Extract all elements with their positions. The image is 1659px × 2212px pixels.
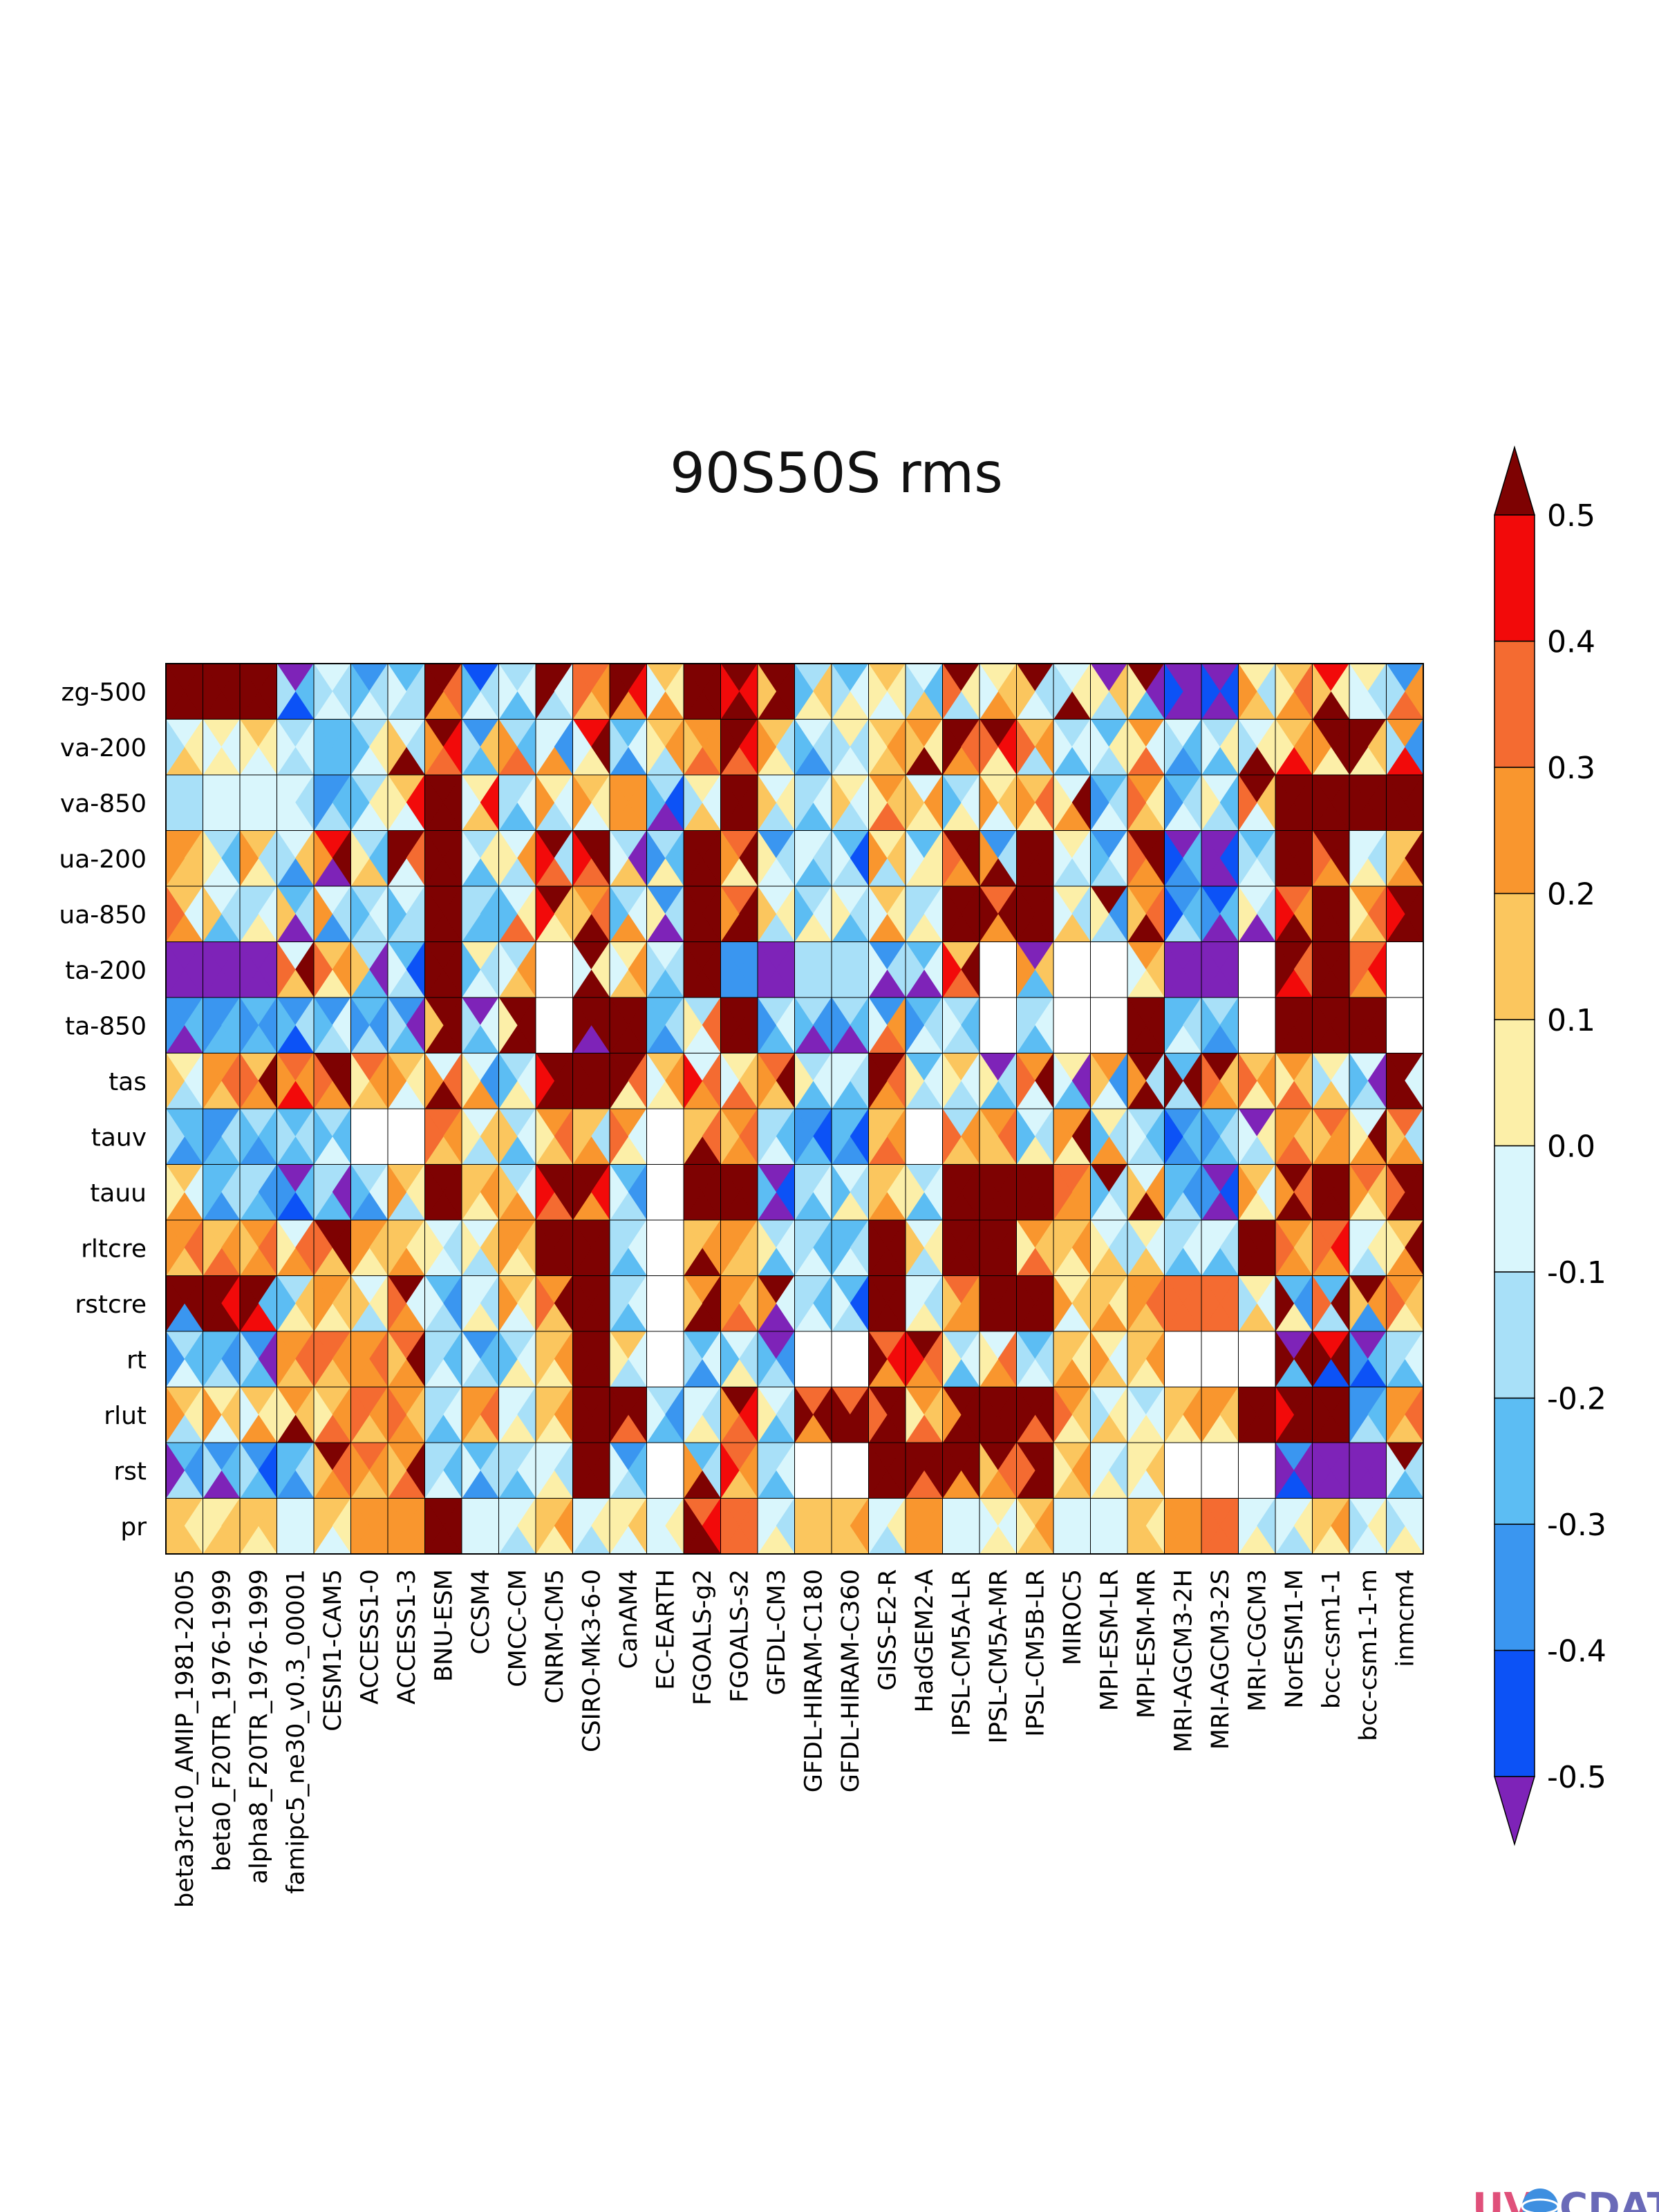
colorbar-tick-label: -0.5 [1547,1760,1606,1795]
colorbar-tick-label: -0.4 [1547,1634,1606,1669]
column-label: beta3rc10_AMIP_1981-2005 [171,1569,199,1908]
colorbar-segment [1494,1524,1535,1651]
uvcdat-logo: UV CDAT [1472,2185,1659,2212]
colorbar-segment [1494,640,1535,768]
heatmap-cells [165,663,1424,1555]
colorbar-tick-label: -0.3 [1547,1508,1606,1543]
row-label: ua-850 [59,901,147,929]
colorbar-tick-label: 0.3 [1547,751,1595,786]
colorbar-tick-labels: 0.5 0.4 0.3 0.2 0.1 0.0 -0.1 -0.2 -0.3 -0.4 -0.5 [1547,498,1606,1795]
column-label: famipc5_ne30_v0.3_00001 [282,1569,310,1894]
colorbar-segment [1494,1397,1535,1525]
logo-text-right: CDAT [1559,2185,1659,2212]
column-label: IPSL-CM5A-LR [948,1569,975,1736]
colorbar-tick-label: 0.0 [1547,1130,1595,1165]
column-label: CNRM-CM5 [541,1569,569,1704]
colorbar-segment [1494,892,1535,1020]
colorbar-segment [1494,767,1535,894]
row-label: pr [120,1513,147,1541]
column-labels: beta3rc10_AMIP_1981-2005 beta0_F20TR_1976… [171,1569,1420,1908]
row-label: ta-850 [65,1012,147,1040]
column-label: MRI-AGCM3-2H [1170,1569,1197,1752]
colorbar [1493,445,1536,1846]
column-label: ACCESS1-3 [393,1569,421,1705]
colorbar-overflow-low [1493,1776,1536,1846]
column-label: FGOALS-s2 [726,1569,753,1703]
heatmap-frame [165,663,1424,1555]
globe-orbit-icon [1521,2198,1559,2212]
column-label: bcc-csm1-1 [1318,1569,1345,1709]
column-label: ACCESS1-0 [356,1569,384,1705]
row-label: rst [113,1457,147,1485]
column-label: FGOALS-g2 [689,1569,717,1705]
row-label: zg-500 [62,678,147,706]
column-label: bcc-csm1-1-m [1355,1569,1382,1741]
column-label: CanAM4 [615,1569,643,1669]
colorbar-segment [1494,1649,1535,1777]
row-label: ta-200 [65,957,147,985]
row-label: tauv [91,1123,147,1152]
column-label: GFDL-HIRAM-C180 [800,1569,827,1792]
colorbar-tick-label: 0.1 [1547,1003,1595,1038]
row-label: tas [109,1068,147,1096]
column-label: BNU-ESM [430,1569,458,1682]
colorbar-tick-label: 0.2 [1547,877,1595,912]
column-label: CESM1-CAM5 [319,1569,347,1732]
colorbar-tick-label: 0.4 [1547,625,1595,660]
column-label: GISS-E2-R [874,1569,901,1691]
row-label: rlut [104,1402,147,1430]
column-label: beta0_F20TR_1976-1999 [208,1569,236,1871]
column-label: MPI-ESM-LR [1096,1569,1123,1711]
colorbar-tick-label: -0.1 [1547,1255,1606,1291]
heatmap-grid [165,663,1424,1555]
row-label: rltcre [81,1235,147,1263]
column-label: GFDL-HIRAM-C360 [837,1569,865,1792]
column-label: CCSM4 [467,1569,495,1655]
column-label: HadGEM2-A [911,1569,939,1713]
colorbar-segment [1494,1145,1535,1273]
column-label: MRI-CGCM3 [1244,1569,1271,1712]
row-labels: zg-500 va-200 va-850 ua-200 ua-850 ta-200 ta-8… [59,678,147,1541]
colorbar-overflow-high [1493,445,1536,516]
column-label: CSIRO-Mk3-6-0 [578,1569,606,1752]
colorbar-tick-label: -0.2 [1547,1382,1606,1417]
column-label: IPSL-CM5A-MR [985,1569,1013,1743]
row-label: rt [126,1346,147,1374]
column-label: CMCC-CM [504,1569,532,1687]
row-label: rstcre [75,1291,147,1319]
column-label: NorESM1-M [1281,1569,1309,1709]
row-label: tauu [90,1179,147,1208]
column-label: EC-EARTH [652,1569,679,1690]
colorbar-segment [1494,1271,1535,1399]
colorbar-segment [1494,514,1535,642]
column-label: GFDL-CM3 [763,1569,791,1696]
column-label: alpha8_F20TR_1976-1999 [245,1569,273,1884]
column-label: MRI-AGCM3-2S [1207,1569,1235,1750]
colorbar-segment [1494,1019,1535,1147]
row-label: va-200 [60,734,147,762]
column-label: inmcm4 [1391,1569,1419,1667]
row-label: ua-200 [59,845,147,874]
chart-title: 90S50S rms [670,441,1003,505]
column-label: MIROC5 [1059,1569,1087,1665]
colorbar-tick-label: 0.5 [1547,498,1595,534]
column-label: MPI-ESM-MR [1133,1569,1161,1718]
column-label: IPSL-CM5B-LR [1022,1569,1049,1737]
row-label: va-850 [60,789,147,818]
